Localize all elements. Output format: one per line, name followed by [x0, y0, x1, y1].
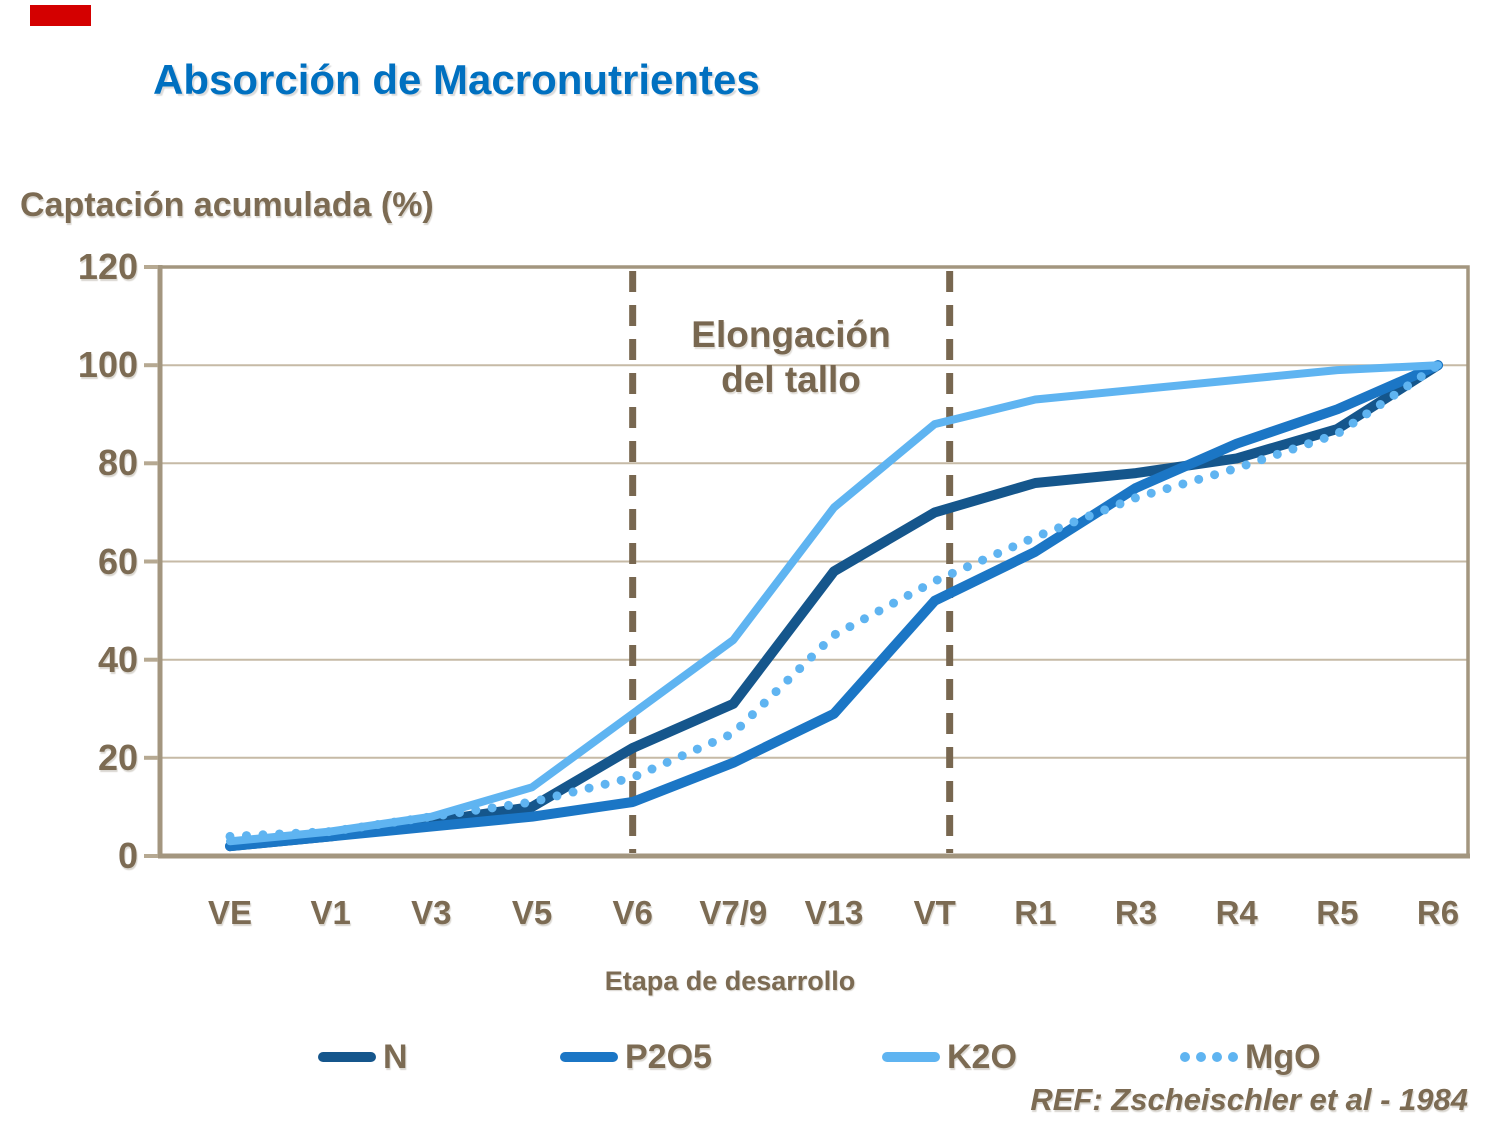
annotation-line-1: Elongación — [691, 314, 891, 355]
y-tick-label: 100 — [77, 344, 138, 386]
legend-item-MgO: MgO — [1180, 1036, 1321, 1078]
y-tick-label: 0 — [117, 835, 138, 876]
y-tick-label: 40 — [97, 638, 138, 680]
reference-credit: REF: Zscheischler et al - 1984 — [1030, 1082, 1468, 1117]
annotation-line-2: del tallo — [721, 359, 861, 400]
x-tick-label: R4 — [1215, 894, 1258, 931]
legend-swatch-MgO — [1180, 1052, 1238, 1062]
y-tick-label: 20 — [97, 736, 138, 778]
legend-label: K2O — [947, 1037, 1017, 1076]
page-title: Absorción de Macronutrientes — [153, 56, 760, 103]
x-tick-label: VT — [913, 894, 956, 931]
x-tick-label: V3 — [411, 894, 452, 931]
x-tick-label: R5 — [1316, 894, 1359, 931]
x-tick-label: R6 — [1416, 894, 1460, 931]
x-tick-label: V13 — [804, 894, 864, 931]
x-tick-label: V7/9 — [699, 894, 768, 931]
legend-dot — [1212, 1052, 1222, 1062]
series-line-P2O5 — [225, 360, 1443, 852]
legend-dot — [1196, 1052, 1206, 1062]
legend-swatch-P2O5 — [560, 1052, 618, 1062]
y-tick-label: 60 — [97, 540, 138, 582]
x-tick-label: VE — [207, 894, 253, 931]
legend-item-P2O5: P2O5 — [560, 1036, 712, 1078]
legend-dot — [1180, 1052, 1190, 1062]
x-tick-label: V1 — [310, 894, 351, 931]
series-line-MgO — [225, 360, 1443, 841]
x-tick-label: V6 — [612, 894, 653, 931]
legend-label: N — [383, 1037, 408, 1076]
slide-accent-bar — [30, 5, 91, 26]
legend-label: P2O5 — [625, 1037, 712, 1076]
legend-swatch-K2O — [882, 1052, 940, 1062]
series-line-K2O — [226, 361, 1442, 846]
y-axis-title: Captación acumulada (%) — [20, 186, 434, 224]
y-tick-label: 120 — [77, 246, 138, 287]
x-tick-label: R1 — [1014, 894, 1057, 931]
y-tick-label: 80 — [97, 442, 138, 484]
x-tick-label: V5 — [511, 894, 553, 931]
legend-item-N: N — [318, 1036, 408, 1078]
legend-item-K2O: K2O — [882, 1036, 1017, 1078]
legend-dot — [1228, 1052, 1238, 1062]
legend-label: MgO — [1245, 1037, 1321, 1076]
stem-elongation-annotation: Elongación del tallo — [561, 312, 1021, 402]
legend-swatch-N — [318, 1052, 376, 1062]
x-tick-label: R3 — [1114, 894, 1158, 931]
x-axis-title: Etapa de desarrollo — [604, 966, 856, 996]
